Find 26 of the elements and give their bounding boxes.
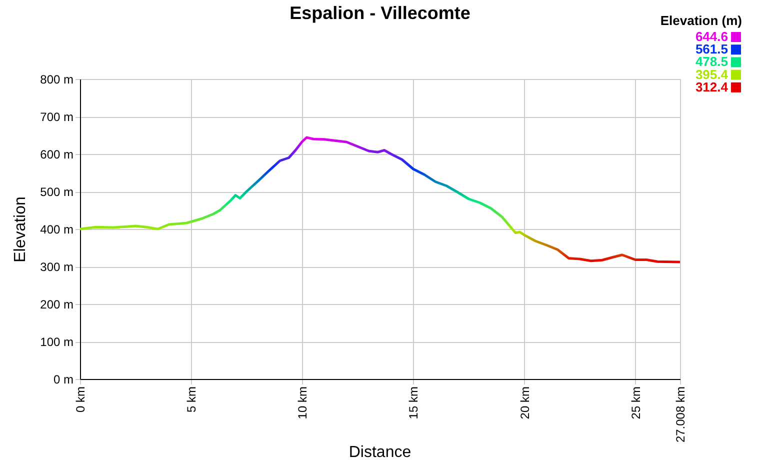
color-bar-label: 644.6 (695, 29, 728, 44)
color-bar-label: 561.5 (695, 42, 728, 57)
x-tick-label: 20 km (518, 386, 532, 420)
x-axis-title: Distance (348, 444, 412, 460)
y-tick-label: 0 m (53, 372, 74, 386)
y-tick-label: 800 m (40, 72, 74, 86)
color-bar-label: 478.5 (695, 54, 728, 70)
x-tick-label: 5 km (184, 386, 199, 413)
x-tick-label: 10 km (296, 386, 310, 420)
line-series (78, 136, 682, 264)
y-tick-label: 300 m (40, 260, 74, 274)
chart-title: Espalion - Villecomte (290, 3, 470, 23)
color-bar-label: 395.4 (695, 66, 729, 82)
y-axis-title: Elevation (12, 196, 30, 262)
x-tick-label: 15 km (406, 386, 421, 420)
y-tick-label: 100 m (40, 335, 74, 349)
x-tick-label: 27.008 km (674, 386, 688, 443)
x-tick-label: 25 km (628, 386, 643, 420)
color-bar-title: Elevation (m) (660, 13, 742, 28)
x-tick-label: 0 km (74, 386, 88, 413)
y-tick-label: 700 m (40, 110, 74, 124)
y-tick-label: 600 m (40, 148, 74, 162)
color-bar-label: 312.4 (695, 79, 729, 94)
y-tick-label: 400 m (40, 222, 74, 236)
y-tick-label: 200 m (40, 298, 74, 312)
y-tick-label: 500 m (40, 185, 74, 199)
